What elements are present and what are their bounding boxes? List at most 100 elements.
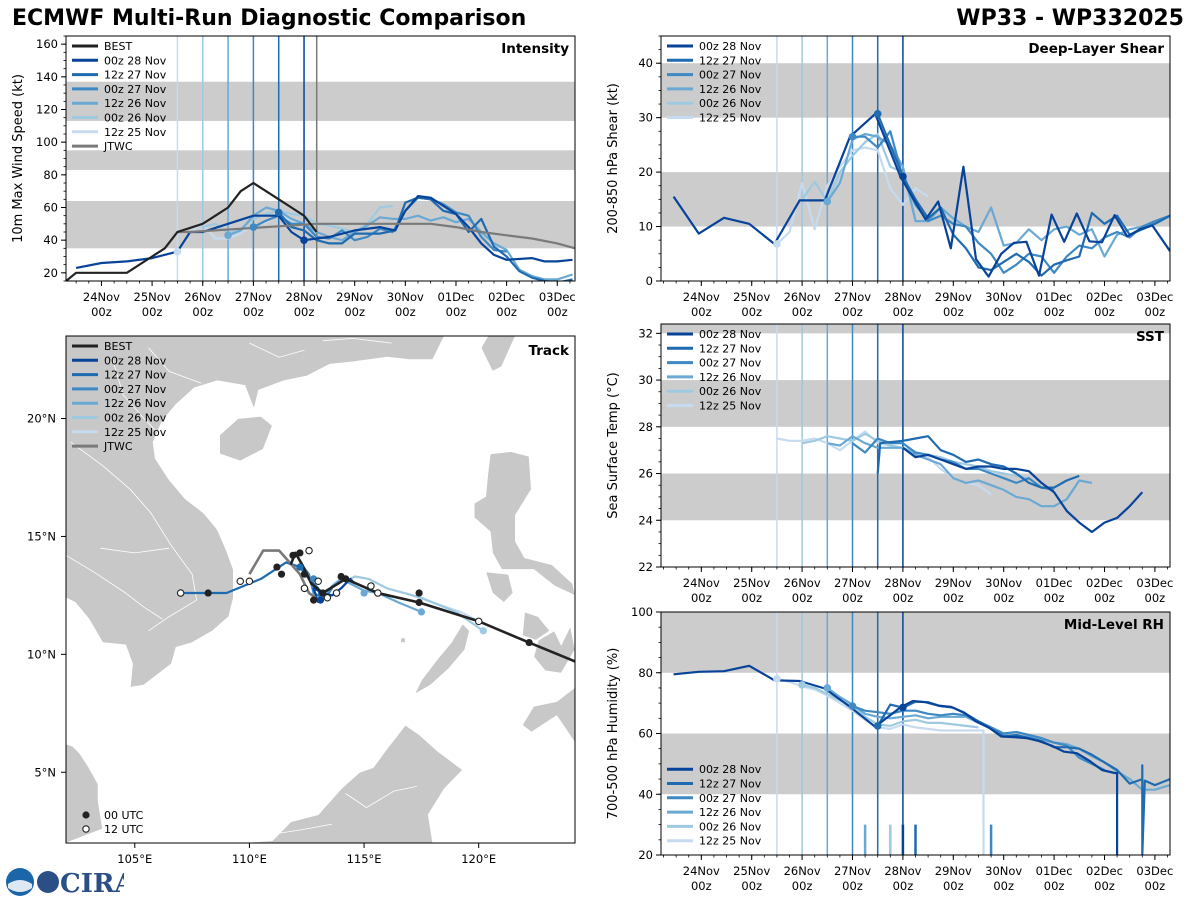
rh-legend-label-00z-27-nov: 00z 27 Nov xyxy=(699,792,762,805)
rh-marker-12z-26-nov xyxy=(823,684,832,692)
cira-logo: CIRA xyxy=(4,866,124,898)
shear-xtick-label: 00z xyxy=(741,305,762,319)
track-point-00utc xyxy=(319,589,327,597)
intensity-ylabel: 10m Max Wind Speed (kt) xyxy=(11,74,26,243)
track-point-00utc xyxy=(296,549,304,557)
rh-title: Mid-Level RH xyxy=(1064,617,1164,633)
sst-xtick-label: 00z xyxy=(741,591,762,605)
sst-series-12z-27-nov xyxy=(876,435,1080,489)
track-point-00utc xyxy=(415,598,423,607)
sst-legend-label-00z-28-nov: 00z 28 Nov xyxy=(699,328,762,341)
intensity-xtick-label: 00z xyxy=(91,305,112,319)
intensity-legend-label-00z-26-nov: 00z 26 Nov xyxy=(104,112,167,125)
rh-band-1 xyxy=(661,612,1170,673)
intensity-ytick-label: 120 xyxy=(36,103,58,117)
globe-icon xyxy=(37,871,59,893)
track-map-area xyxy=(66,336,575,843)
intensity-ytick-label: 60 xyxy=(43,201,58,215)
rh-xtick-label: 00z xyxy=(943,879,964,893)
shear-legend-label-00z-26-nov: 00z 26 Nov xyxy=(699,97,762,110)
track-legend-label-12z-27-nov: 12z 27 Nov xyxy=(104,369,167,382)
rh-xtick-label: 00z xyxy=(792,879,813,893)
track-ytick-label: 5°N xyxy=(34,765,56,779)
shear-xtick-label: 00z xyxy=(691,305,712,319)
sst-xtick-label: 00z xyxy=(1094,591,1115,605)
land-hainan xyxy=(219,415,273,462)
sst-xtick-label: 00z xyxy=(1044,591,1065,605)
track-xtick-label: 105°E xyxy=(117,852,152,866)
shear-xtick-label: 00z xyxy=(943,305,964,319)
sst-legend-label-00z-27-nov: 00z 27 Nov xyxy=(699,357,762,370)
sst-xtick-label: 27Nov xyxy=(834,576,871,590)
shear-title: Deep-Layer Shear xyxy=(1028,41,1164,57)
track-point-00utc xyxy=(300,570,309,578)
track-point-12utc xyxy=(367,582,375,590)
shear-xtick-label: 28Nov xyxy=(884,290,921,304)
land-spratly-islet xyxy=(400,637,406,643)
logo-text: CIRA xyxy=(60,869,124,898)
land-negros-cebu xyxy=(533,624,575,674)
intensity-xtick-label: 00z xyxy=(446,305,467,319)
intensity-xtick-label: 00z xyxy=(142,305,163,319)
shear-marker-00z-28-nov xyxy=(899,172,907,181)
land-border-2 xyxy=(70,441,198,632)
land-border-7 xyxy=(345,786,417,809)
land-panay xyxy=(521,611,551,641)
legend-label-00utc: 00 UTC xyxy=(104,809,144,822)
title-left: ECMWF Multi-Run Diagnostic Comparison xyxy=(12,6,527,31)
shear-marker-12z-27-nov xyxy=(873,110,882,118)
track-legend-label-12z-26-nov: 12z 26 Nov xyxy=(104,397,167,410)
track-model-point-12z-26-nov xyxy=(360,589,368,597)
shear-xtick-label: 26Nov xyxy=(784,290,821,304)
sst-plot-area xyxy=(661,324,1170,567)
track-series-jtwc xyxy=(248,549,317,599)
shear-marker-12z-25-nov xyxy=(773,240,781,248)
shear-xtick-label: 25Nov xyxy=(733,290,770,304)
shear-legend-label-00z-27-nov: 00z 27 Nov xyxy=(699,69,762,82)
track-model-point-00z-26-nov xyxy=(479,627,487,635)
intensity-series-00z-28-nov xyxy=(75,195,573,269)
rh-marker-00z-27-nov xyxy=(848,702,857,710)
intensity-title: Intensity xyxy=(501,41,569,57)
rh-ytick-label: 40 xyxy=(638,787,653,801)
intensity-ytick-label: 140 xyxy=(36,70,58,84)
track-point-00utc xyxy=(337,572,345,581)
track-xtick-label: 115°E xyxy=(347,852,382,866)
track-point-12utc xyxy=(236,577,245,585)
rh-ytick-label: 20 xyxy=(638,848,653,862)
land-taiwan xyxy=(480,336,516,372)
intensity-legend-label-00z-28-nov: 00z 28 Nov xyxy=(104,54,167,67)
intensity-xtick-label: 00z xyxy=(496,305,517,319)
shear-legend-label-00z-28-nov: 00z 28 Nov xyxy=(699,40,762,53)
intensity-ytick-label: 80 xyxy=(43,168,58,182)
shear-marker-12z-26-nov xyxy=(823,197,832,206)
sst-legend-label-12z-26-nov: 12z 26 Nov xyxy=(699,371,762,384)
sst-xtick-label: 00z xyxy=(943,591,964,605)
track-point-12utc xyxy=(332,589,341,597)
track-model-point-00z-28-nov xyxy=(316,596,325,604)
intensity-legend-label-12z-25-nov: 12z 25 Nov xyxy=(104,126,167,139)
shear-xtick-label: 02Dec xyxy=(1086,290,1123,304)
intensity-series-best xyxy=(66,181,318,281)
sst-xtick-label: 01Dec xyxy=(1036,576,1073,590)
rh-marker-00z-28-nov xyxy=(899,703,907,712)
intensity-xtick-label: 27Nov xyxy=(235,290,272,304)
land-mindoro xyxy=(485,571,514,604)
intensity-legend-label-00z-27-nov: 00z 27 Nov xyxy=(104,83,167,96)
shear-xtick-label: 03Dec xyxy=(1136,290,1173,304)
rh-ytick-label: 100 xyxy=(631,605,653,619)
intensity-legend-label-12z-27-nov: 12z 27 Nov xyxy=(104,69,167,82)
shear-series-12z-25-nov xyxy=(776,146,929,245)
intensity-ytick-label: 100 xyxy=(36,135,58,149)
track-ytick-label: 15°N xyxy=(27,529,56,543)
shear-xtick-label: 00z xyxy=(842,305,863,319)
land-malay-peninsula xyxy=(66,743,104,843)
sst-xtick-label: 30Nov xyxy=(985,576,1022,590)
land-border-1 xyxy=(111,357,163,438)
track-point-00utc xyxy=(204,589,212,597)
land-border-0 xyxy=(148,347,202,384)
shear-ytick-label: 20 xyxy=(638,165,653,179)
rh-series-00z-28-nov xyxy=(673,664,1119,855)
intensity-series-00z-27-nov xyxy=(252,196,507,253)
legend-marker-00utc xyxy=(82,811,90,819)
